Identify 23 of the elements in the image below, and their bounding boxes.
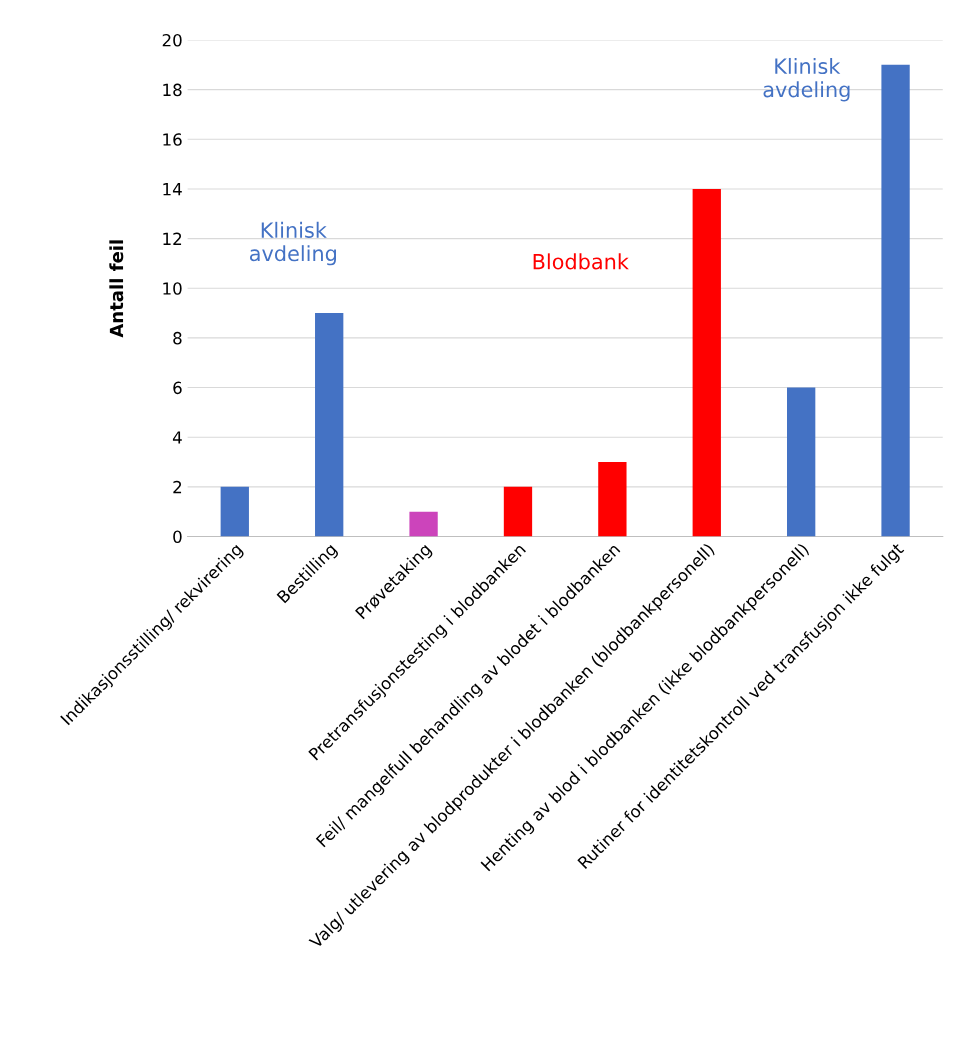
y-tick-label: 14: [163, 183, 182, 196]
y-tick-label: 6: [173, 381, 182, 395]
bar: [503, 486, 533, 537]
y-tick-label: 4: [172, 431, 182, 444]
bar: [881, 64, 910, 537]
y-axis-title: Antall feil: [109, 240, 124, 338]
y-tick-label: 18: [163, 83, 182, 97]
bar: [409, 511, 438, 537]
y-tick-label: 8: [173, 331, 182, 345]
annotation: Klinisk avdeling: [763, 57, 850, 102]
y-tick-label: 20: [162, 33, 182, 47]
y-tick-label: 12: [163, 232, 182, 245]
bar: [598, 462, 627, 537]
bar: [315, 313, 344, 537]
annotation: Klinisk avdeling: [249, 221, 336, 266]
annotation: Blodbank: [533, 253, 629, 270]
bar: [220, 486, 249, 537]
y-tick-label: 16: [163, 133, 182, 146]
y-tick-label: 0: [173, 530, 182, 544]
y-tick-label: 2: [173, 480, 182, 494]
bar: [692, 188, 721, 537]
bar: [787, 387, 816, 537]
y-tick-label: 10: [163, 282, 182, 295]
